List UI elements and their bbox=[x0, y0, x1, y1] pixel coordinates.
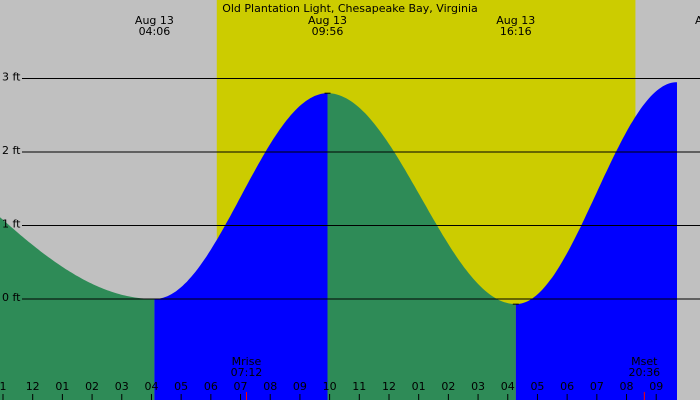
x-tick-label: 07 bbox=[590, 380, 604, 393]
x-tick-label: 06 bbox=[204, 380, 218, 393]
y-axis-labels: 0 ft 1 ft 2 ft 3 ft bbox=[2, 71, 21, 305]
y-tick-label: 2 ft bbox=[2, 144, 21, 157]
rising-tide-area bbox=[154, 93, 328, 400]
moon-event-name: Mset bbox=[631, 355, 658, 368]
x-tick-label: 10 bbox=[323, 380, 337, 393]
x-tick-label: 11 bbox=[352, 380, 366, 393]
x-tick-label: 05 bbox=[174, 380, 188, 393]
extremum-time: 16:16 bbox=[500, 25, 532, 38]
x-tick-label: 09 bbox=[649, 380, 663, 393]
y-tick-label: 1 ft bbox=[2, 218, 21, 231]
x-tick-label: 05 bbox=[530, 380, 544, 393]
x-axis: 1 12 01 02 03 04 05 06 07 08 09 10 11 12 01 02 03 04 05 06 0… bbox=[0, 380, 663, 400]
x-tick-label: 12 bbox=[26, 380, 40, 393]
x-tick-label: 06 bbox=[560, 380, 574, 393]
x-tick-label: 03 bbox=[471, 380, 485, 393]
extremum-time: 04:06 bbox=[139, 25, 171, 38]
x-tick-label: 01 bbox=[412, 380, 426, 393]
x-tick-label: 12 bbox=[382, 380, 396, 393]
x-tick-label: 08 bbox=[263, 380, 277, 393]
x-tick-label: 03 bbox=[115, 380, 129, 393]
edge-label: A bbox=[695, 14, 700, 27]
falling-tide-area bbox=[0, 217, 155, 400]
x-tick-label: 02 bbox=[441, 380, 455, 393]
x-tick-label: 1 bbox=[0, 380, 7, 393]
y-tick-label: 0 ft bbox=[2, 291, 21, 304]
x-tick-label: 04 bbox=[501, 380, 515, 393]
x-tick-label: 09 bbox=[293, 380, 307, 393]
x-tick-label: 01 bbox=[55, 380, 69, 393]
rising-tide-area bbox=[515, 82, 677, 400]
moon-event-name: Mrise bbox=[232, 355, 262, 368]
moon-event-time: 07:12 bbox=[231, 366, 263, 379]
falling-tide-area bbox=[327, 93, 516, 400]
x-tick-label: 07 bbox=[234, 380, 248, 393]
grid-lines bbox=[22, 78, 700, 300]
chart-title: Old Plantation Light, Chesapeake Bay, Vi… bbox=[222, 2, 478, 15]
x-tick-label: 02 bbox=[85, 380, 99, 393]
extremum-date: Aug 13 bbox=[135, 14, 174, 27]
x-tick-label: 08 bbox=[620, 380, 634, 393]
extremum-date: Aug 13 bbox=[308, 14, 347, 27]
x-tick-label: 04 bbox=[144, 380, 158, 393]
tide-area bbox=[0, 82, 677, 400]
moon-event-time: 20:36 bbox=[628, 366, 660, 379]
extremum-time: 09:56 bbox=[312, 25, 344, 38]
extremum-date: Aug 13 bbox=[496, 14, 535, 27]
y-tick-label: 3 ft bbox=[2, 71, 21, 84]
